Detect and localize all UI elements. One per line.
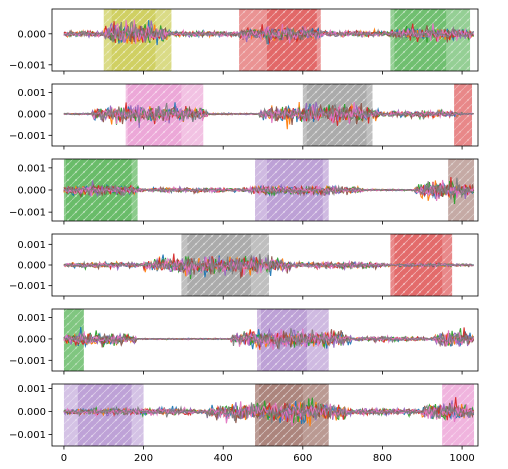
axes-frame xyxy=(51,8,479,72)
axes-frame xyxy=(51,83,479,147)
x-tick-label: 600 xyxy=(293,453,312,464)
subplot-2: 0.001 0.000 −0.001 xyxy=(9,83,479,150)
region-hatch xyxy=(454,84,473,146)
axes-frame xyxy=(51,308,479,372)
y-tick-label: 0.001 xyxy=(17,88,46,99)
series-line-gray xyxy=(63,254,474,275)
subplot-5: 0.001 0.000 −0.001 xyxy=(9,308,479,375)
y-tick-label: −0.001 xyxy=(9,430,46,441)
region-hatch xyxy=(266,9,317,71)
x-tick-label: 200 xyxy=(134,453,153,464)
y-tick-label: 0.001 xyxy=(17,240,46,251)
y-tick-label: 0.000 xyxy=(17,407,46,418)
x-tick-label: 400 xyxy=(214,453,233,464)
y-tick-label: −0.001 xyxy=(9,356,46,367)
subplot-3: 0.001 0.000 −0.001 xyxy=(9,158,479,225)
series-line-gray xyxy=(63,102,474,123)
series-line-gray xyxy=(63,328,475,350)
y-tick-label: 0.000 xyxy=(17,261,46,272)
y-tick-label: 0.000 xyxy=(17,334,46,345)
y-tick-label: −0.001 xyxy=(9,208,46,219)
y-tick-label: 0.001 xyxy=(17,384,46,395)
y-tick-label: −0.001 xyxy=(9,60,46,71)
y-tick-label: 0.000 xyxy=(17,186,46,197)
subplot-6: 0.001 0.000 −0.001 0 200 400 600 800 1000 xyxy=(9,383,479,464)
x-tick-label: 1000 xyxy=(449,453,474,464)
subplot-1: 0.000 −0.001 xyxy=(9,8,479,75)
series-line-pink xyxy=(63,19,475,44)
series-line-gray xyxy=(63,20,475,45)
y-tick-label: −0.001 xyxy=(9,131,46,142)
y-tick-label: 0.001 xyxy=(17,163,46,174)
region-hatch xyxy=(77,384,132,446)
subplot-4: 0.001 0.000 −0.001 xyxy=(9,233,479,300)
axes-frame xyxy=(51,383,479,447)
y-tick-label: 0.001 xyxy=(17,313,46,324)
y-tick-label: −0.001 xyxy=(9,281,46,292)
x-tick-label: 800 xyxy=(373,453,392,464)
y-tick-label: 0.000 xyxy=(17,29,46,40)
y-tick-label: 0.000 xyxy=(17,109,46,120)
series-line-gray xyxy=(63,177,474,200)
region-hatch xyxy=(63,309,84,371)
series-line-gray xyxy=(63,400,475,424)
x-tick-label: 0 xyxy=(61,453,67,464)
